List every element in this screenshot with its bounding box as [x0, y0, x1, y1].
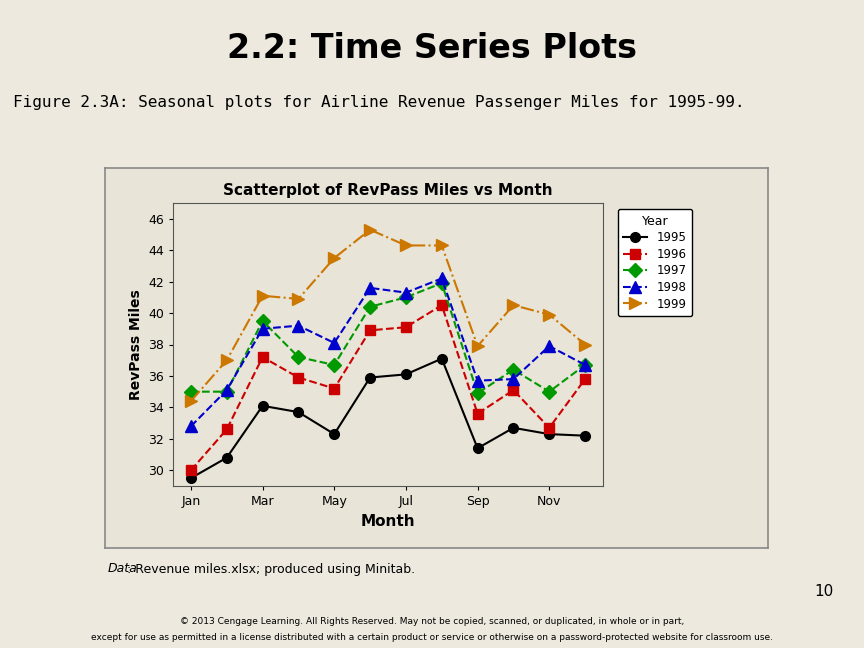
- X-axis label: Month: Month: [360, 514, 416, 529]
- Y-axis label: RevPass Miles: RevPass Miles: [129, 289, 143, 400]
- Text: except for use as permitted in a license distributed with a certain product or s: except for use as permitted in a license…: [91, 634, 773, 643]
- Text: 10: 10: [815, 584, 834, 599]
- Text: Figure 2.3A: Seasonal plots for Airline Revenue Passenger Miles for 1995-99.: Figure 2.3A: Seasonal plots for Airline …: [13, 95, 745, 111]
- Legend: 1995, 1996, 1997, 1998, 1999: 1995, 1996, 1997, 1998, 1999: [618, 209, 692, 316]
- Text: 2.2: Time Series Plots: 2.2: Time Series Plots: [227, 32, 637, 65]
- Text: : Revenue miles.xlsx; produced using Minitab.: : Revenue miles.xlsx; produced using Min…: [127, 562, 415, 575]
- Title: Scatterplot of RevPass Miles vs Month: Scatterplot of RevPass Miles vs Month: [223, 183, 553, 198]
- Text: Data: Data: [108, 562, 137, 575]
- Text: © 2013 Cengage Learning. All Rights Reserved. May not be copied, scanned, or dup: © 2013 Cengage Learning. All Rights Rese…: [180, 618, 684, 627]
